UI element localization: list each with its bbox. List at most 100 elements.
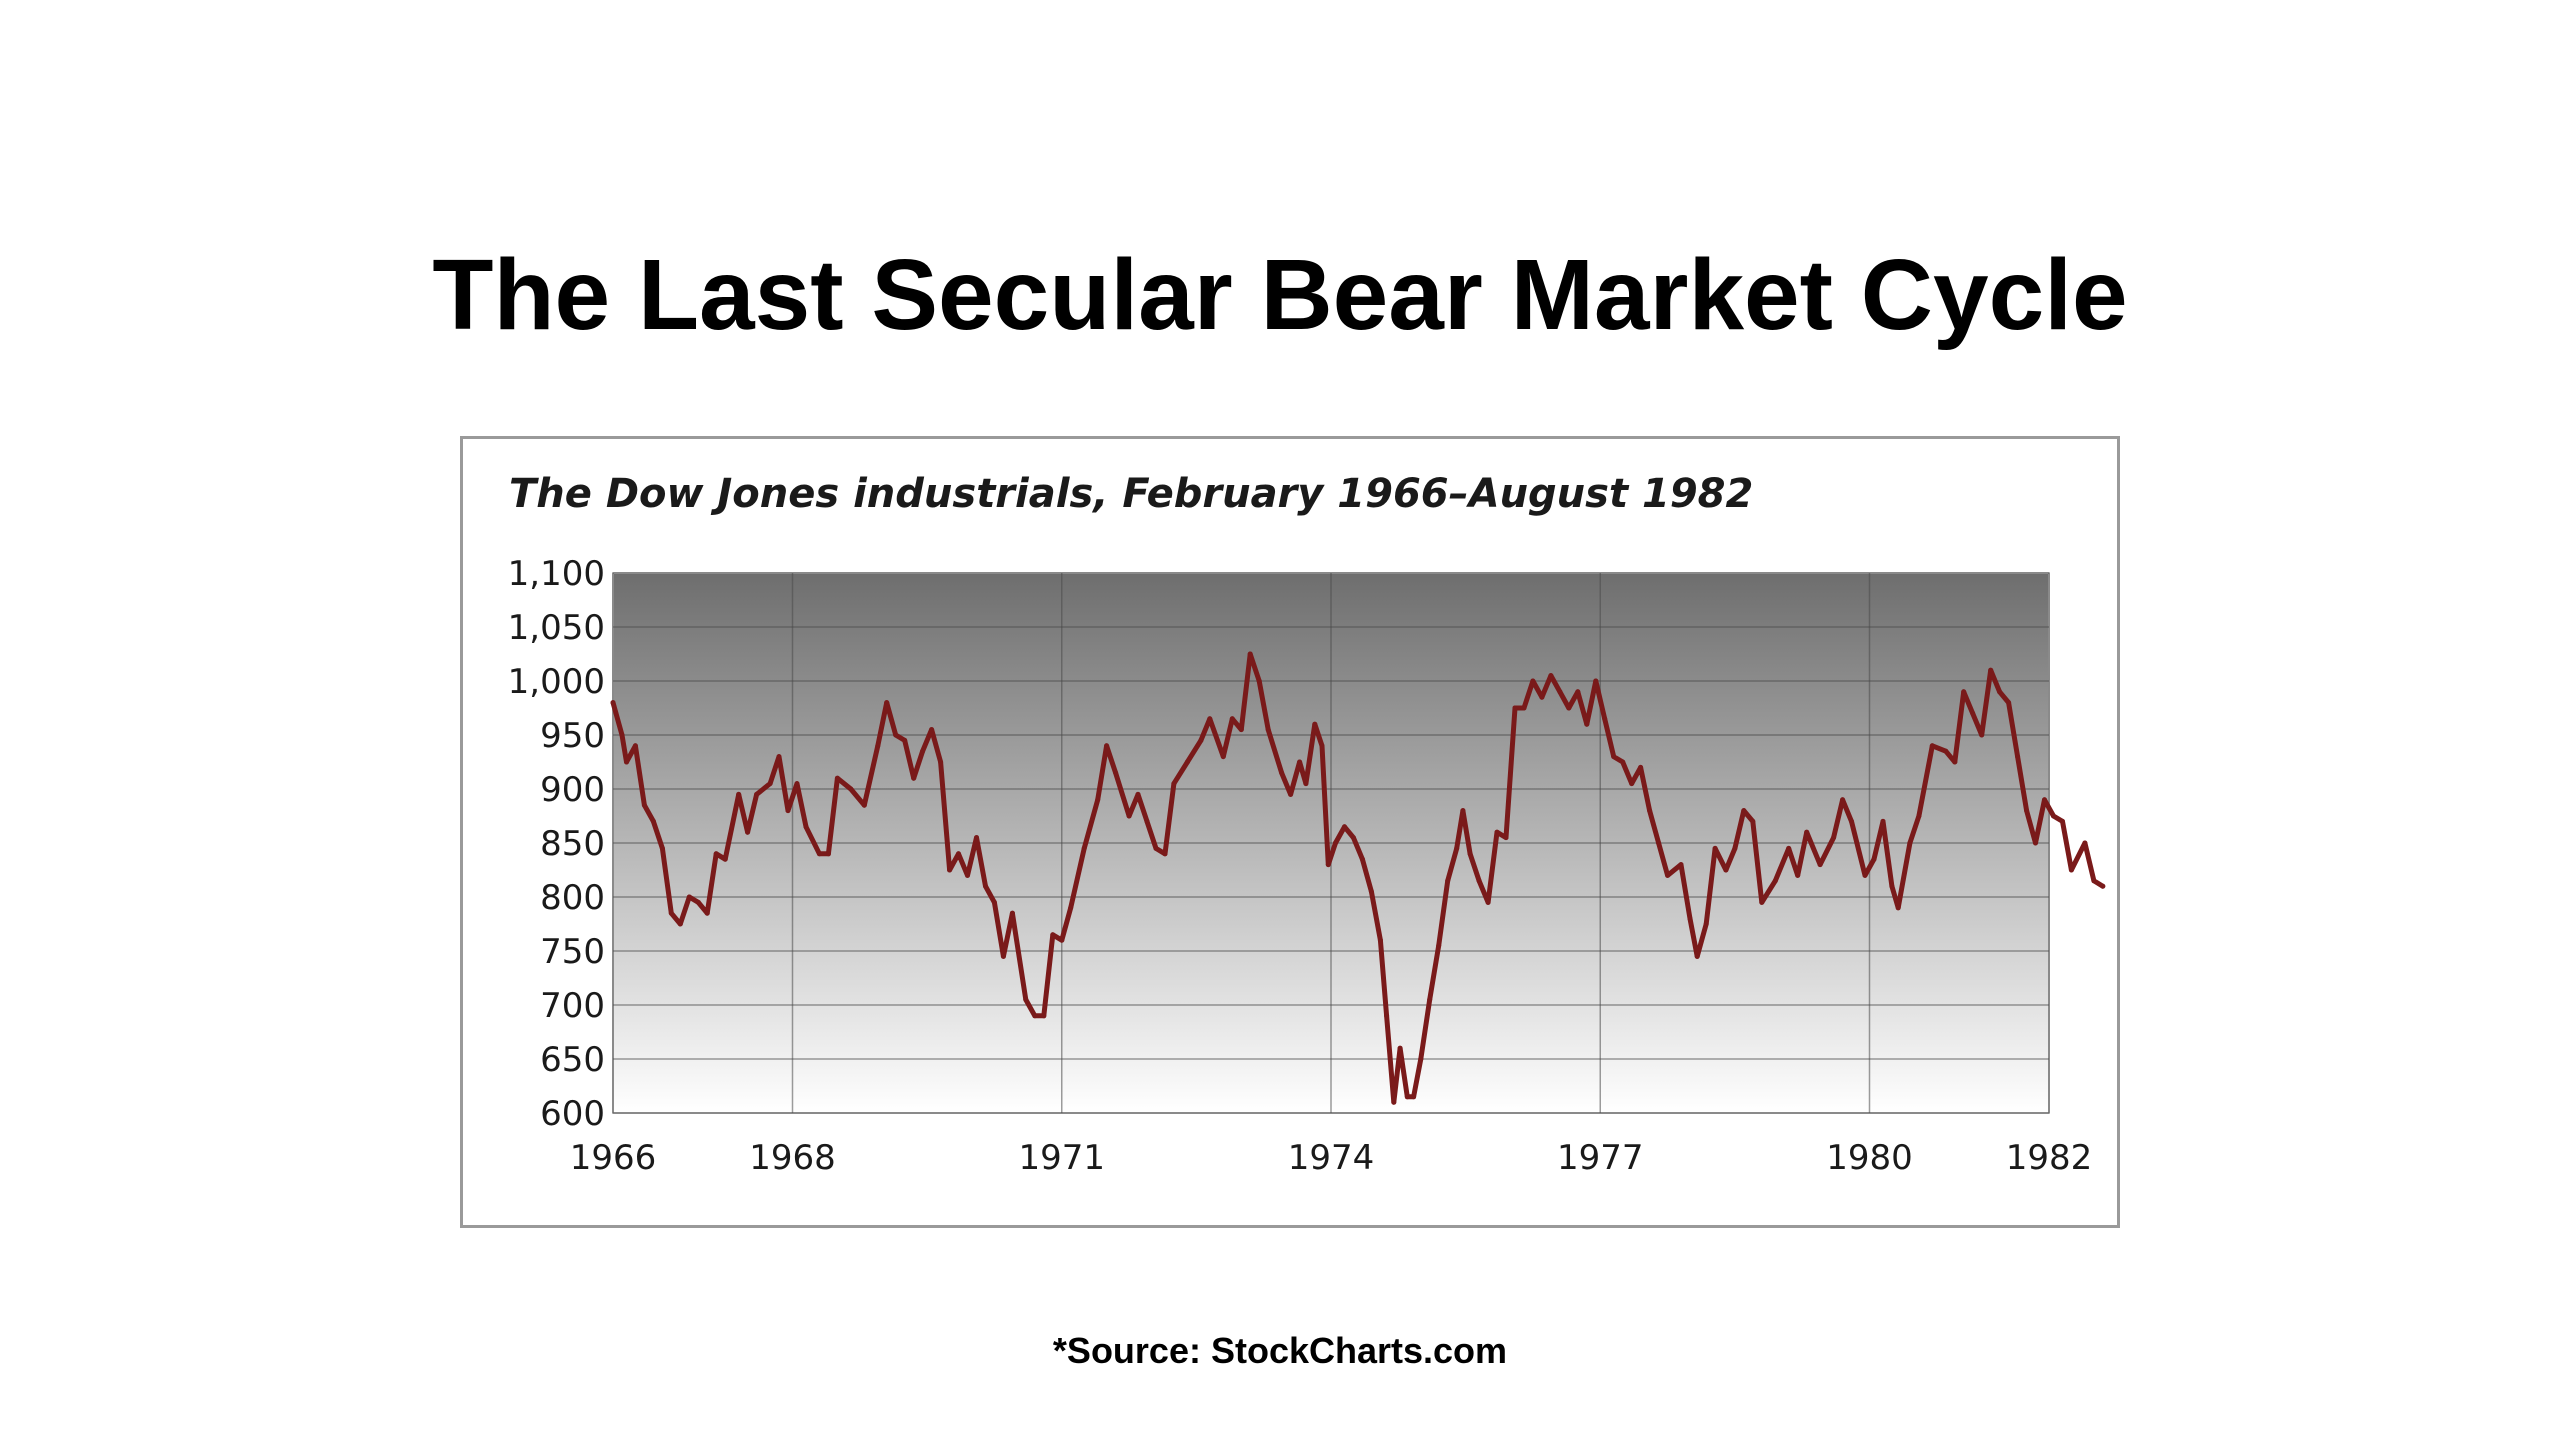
x-tick-label: 1968 — [749, 1138, 836, 1178]
chart-frame: The Dow Jones industrials, February 1966… — [460, 436, 2120, 1228]
data-point — [754, 791, 760, 797]
data-point — [1000, 953, 1006, 959]
data-point — [1759, 899, 1765, 905]
data-point — [1229, 716, 1235, 722]
data-point — [893, 732, 899, 738]
data-point — [1095, 797, 1101, 803]
data-point — [834, 775, 840, 781]
dow-jones-line-chart: The Dow Jones industrials, February 1966… — [508, 471, 2106, 1178]
data-point — [776, 754, 782, 760]
y-axis-ticks: 600 650 700 750 800 850 900 950 1,000 1,050 1,100 — [508, 554, 605, 1134]
y-tick-label: 700 — [540, 986, 605, 1026]
data-point — [1539, 694, 1545, 700]
data-point — [947, 867, 953, 873]
data-point — [1929, 743, 1935, 749]
data-point — [713, 851, 719, 857]
data-point — [610, 700, 616, 706]
y-tick-label: 1,100 — [508, 554, 605, 594]
data-point — [1333, 840, 1338, 846]
data-point — [991, 899, 997, 905]
y-tick-label: 1,050 — [508, 608, 605, 648]
data-point — [1411, 1094, 1417, 1100]
data-point — [1207, 716, 1213, 722]
data-point — [1849, 818, 1854, 824]
data-point — [1247, 651, 1253, 657]
y-tick-label: 950 — [540, 716, 605, 756]
data-point — [1687, 916, 1693, 922]
data-point — [668, 910, 674, 916]
data-point — [2024, 808, 2030, 814]
data-point — [2082, 840, 2088, 846]
data-point — [825, 851, 831, 857]
data-point — [1611, 754, 1617, 760]
data-point — [1377, 937, 1383, 943]
data-point — [1397, 1045, 1403, 1051]
data-point — [1359, 856, 1365, 862]
data-point — [704, 910, 710, 916]
data-point — [1319, 743, 1325, 749]
data-point — [695, 899, 701, 905]
y-tick-label: 850 — [540, 824, 605, 864]
y-tick-label: 800 — [540, 878, 605, 918]
data-point — [1032, 1013, 1038, 1019]
data-point — [1312, 721, 1318, 727]
data-point — [1575, 689, 1581, 695]
data-point — [767, 781, 773, 787]
data-point — [1997, 689, 2003, 695]
data-point — [1436, 943, 1442, 949]
data-point — [1871, 856, 1877, 862]
data-point — [1476, 878, 1482, 884]
slide-title: The Last Secular Bear Market Cycle — [432, 239, 2128, 351]
data-point — [920, 748, 926, 754]
data-point — [1238, 727, 1244, 733]
data-point — [785, 808, 791, 814]
data-point — [1081, 845, 1087, 851]
y-tick-label: 900 — [540, 770, 605, 810]
source-note: *Source: StockCharts.com — [1052, 1330, 1508, 1371]
data-point — [1678, 862, 1684, 868]
data-point — [659, 845, 665, 851]
data-point — [722, 856, 728, 862]
y-tick-label: 600 — [540, 1094, 605, 1134]
data-point — [938, 759, 944, 765]
data-point — [1703, 921, 1709, 927]
data-point — [2100, 883, 2106, 889]
data-point — [1629, 781, 1635, 787]
data-point — [1943, 748, 1949, 754]
data-point — [1521, 705, 1527, 711]
data-point — [1961, 689, 1967, 695]
data-point — [1297, 759, 1303, 765]
series-layer — [610, 651, 2106, 1105]
data-point — [1732, 845, 1738, 851]
data-point — [983, 883, 988, 889]
data-point — [1279, 770, 1285, 776]
data-point — [2060, 818, 2065, 824]
data-point — [2051, 813, 2056, 819]
data-point — [1171, 781, 1177, 787]
data-point — [1988, 667, 1994, 673]
data-point — [1880, 818, 1886, 824]
data-point — [1265, 727, 1271, 733]
data-point — [1503, 835, 1509, 841]
data-point — [1638, 764, 1644, 770]
data-point — [1970, 710, 1976, 716]
data-point — [1050, 932, 1056, 938]
data-point — [794, 781, 800, 787]
data-point — [1303, 781, 1309, 787]
data-point — [1467, 851, 1473, 857]
data-point — [1602, 716, 1608, 722]
data-point — [1694, 953, 1700, 959]
data-point — [1840, 797, 1846, 803]
data-point — [619, 732, 625, 738]
data-point — [1795, 872, 1801, 878]
data-point — [1772, 878, 1778, 884]
data-point — [1723, 867, 1729, 873]
data-point — [736, 791, 742, 797]
data-point — [1862, 872, 1868, 878]
data-point — [1831, 835, 1837, 841]
data-point — [1584, 721, 1590, 727]
x-tick-label: 1971 — [1018, 1138, 1105, 1178]
data-point — [1391, 1099, 1397, 1105]
data-point — [1445, 878, 1451, 884]
data-point — [1741, 808, 1747, 814]
